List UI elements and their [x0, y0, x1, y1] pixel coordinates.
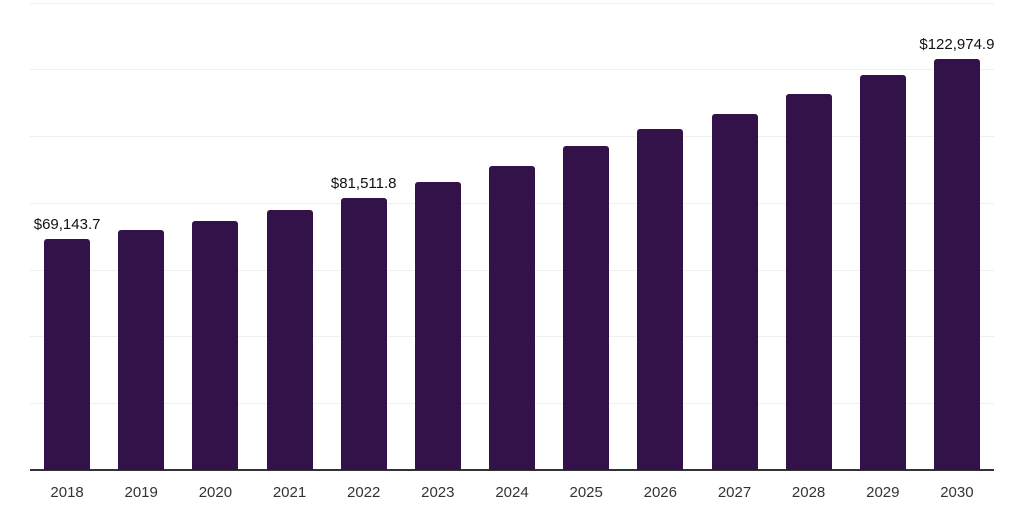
bar-2026[interactable] [637, 128, 684, 470]
x-tick-2023: 2023 [421, 484, 455, 501]
x-axis-line [30, 469, 994, 471]
x-tick-2025: 2025 [569, 484, 603, 501]
bar-2025[interactable] [563, 146, 610, 470]
x-tick-2029: 2029 [866, 484, 900, 501]
bar-2018[interactable] [44, 239, 91, 470]
x-tick-2019: 2019 [124, 484, 158, 501]
x-tick-2022: 2022 [347, 484, 381, 501]
x-tick-2018: 2018 [50, 484, 84, 501]
bar-2024[interactable] [489, 165, 535, 470]
bar-2022[interactable] [340, 197, 387, 470]
x-tick-2028: 2028 [791, 484, 826, 501]
x-tick-2026: 2026 [643, 484, 677, 501]
bar-value-label-2022: $81,511.8 [330, 174, 397, 192]
bar-value-label-2018: $69,143.7 [33, 216, 101, 234]
bar-2019[interactable] [118, 229, 165, 470]
gridline-120000 [30, 69, 994, 71]
bar-2029[interactable] [859, 75, 906, 470]
bar-2027[interactable] [711, 114, 758, 470]
bar-value-label-2030: $122,974.9 [919, 36, 995, 54]
gridline-100000 [30, 136, 994, 138]
bar-2020[interactable] [192, 220, 239, 470]
bar-2030[interactable] [933, 59, 980, 470]
bar-2028[interactable] [785, 94, 832, 470]
bar-2021[interactable] [266, 209, 313, 470]
x-tick-2027: 2027 [717, 484, 752, 501]
bar-2023[interactable] [414, 182, 461, 470]
plot-area: $69,143.7 2018 2019 2020 2021 $81,511.8 2022 20… [30, 0, 994, 512]
x-tick-2021: 2021 [272, 484, 307, 501]
x-tick-2030: 2030 [940, 484, 974, 501]
x-tick-2024: 2024 [495, 484, 529, 501]
x-tick-2020: 2020 [198, 484, 233, 501]
gridline-140000 [30, 2, 994, 4]
